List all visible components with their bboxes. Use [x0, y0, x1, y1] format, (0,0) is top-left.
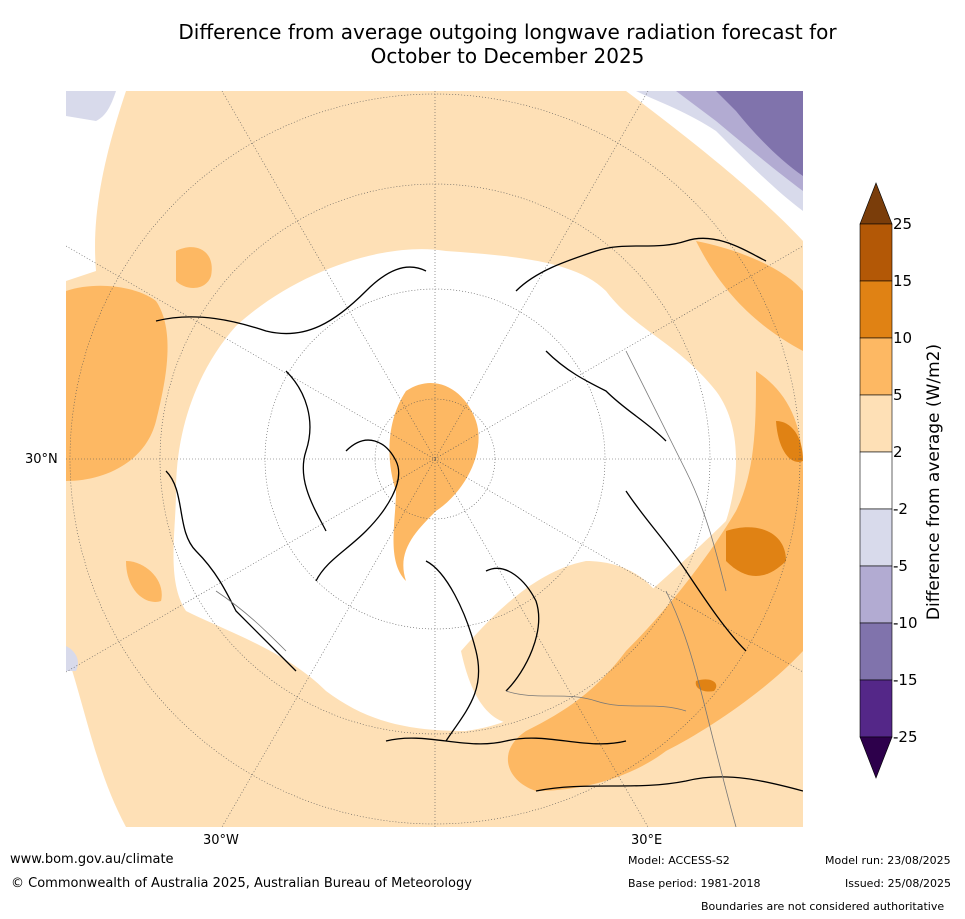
colorbar-tick-label: 10 [893, 329, 912, 347]
title-line-2: October to December 2025 [370, 44, 645, 68]
colorbar-under-arrow [859, 736, 893, 779]
strong-orange-central-asia [726, 527, 786, 576]
country-borders [215, 350, 737, 827]
medium-orange-siberia [696, 241, 803, 351]
colorbar-bin--5_to_-2 [859, 508, 893, 567]
colorbar-tick-label: -2 [893, 500, 908, 518]
colorbar-tick-label: -10 [893, 614, 918, 632]
issued-text: Issued: 25/08/2025 [845, 877, 952, 890]
lon-label-30e: 30°E [631, 833, 663, 848]
colorbar-tick-label: 25 [893, 215, 912, 233]
disclaimer-text: Boundaries are not considered authoritat… [701, 900, 945, 913]
colorbar-over-arrow [859, 182, 893, 225]
colorbar: 25 15 10 5 2 -2 -5 -10 -15 -25 [850, 180, 965, 785]
colorbar-tick-label: 5 [893, 386, 903, 404]
model-text: Model: ACCESS-S2 [628, 854, 730, 867]
colorbar-bin--2_to_2 [859, 451, 893, 510]
colorbar-bin--25_to_-15 [859, 679, 893, 738]
colorbar-tick-label: -25 [893, 728, 918, 746]
copyright-text: © Commonwealth of Australia 2025, Austra… [11, 876, 472, 891]
lat-label-30n: 30°N [25, 452, 58, 467]
colorbar-bin-5_to_10 [859, 337, 893, 396]
colorbar-bin-2_to_5 [859, 394, 893, 453]
negative-light-purple-sw [66, 646, 78, 671]
website-link[interactable]: www.bom.gov.au/climate [10, 852, 174, 867]
colorbar-tick-label: 15 [893, 272, 912, 290]
colorbar-bin--15_to_-10 [859, 622, 893, 681]
medium-orange-arctic [389, 382, 479, 581]
colorbar-label: Difference from average (W/m2) [924, 343, 944, 621]
strong-orange-east-asia [776, 421, 803, 462]
medium-orange-asia-africa [507, 371, 803, 791]
map-svg [66, 91, 803, 827]
colorbar-tick-label: -15 [893, 671, 918, 689]
colorbar-tick-label: -5 [893, 557, 908, 575]
coastlines [155, 237, 803, 792]
colorbar-tick-label: 2 [893, 443, 903, 461]
lon-label-30w: 30°W [203, 833, 239, 848]
colorbar-bin-15_to_25 [859, 223, 893, 282]
corner-white-sw [66, 651, 126, 827]
colorbar-bin-10_to_15 [859, 280, 893, 339]
map-title: Difference from average outgoing longwav… [90, 20, 925, 68]
medium-orange-patch-2 [126, 561, 162, 602]
medium-orange-patch-1 [176, 247, 212, 288]
colorbar-svg: 25 15 10 5 2 -2 -5 -10 -15 -25 [859, 182, 918, 779]
polar-map [66, 91, 803, 827]
title-line-1: Difference from average outgoing longwav… [178, 20, 837, 44]
base-period-text: Base period: 1981-2018 [628, 877, 761, 890]
medium-orange-west-pacific [66, 285, 168, 481]
corner-white-nw [66, 91, 126, 281]
negative-light-purple-nw [66, 91, 116, 121]
strong-orange-spot [695, 679, 717, 692]
negative-dark-purple [716, 91, 803, 176]
model-run-text: Model run: 23/08/2025 [825, 854, 951, 867]
colorbar-bin--10_to_-5 [859, 565, 893, 624]
